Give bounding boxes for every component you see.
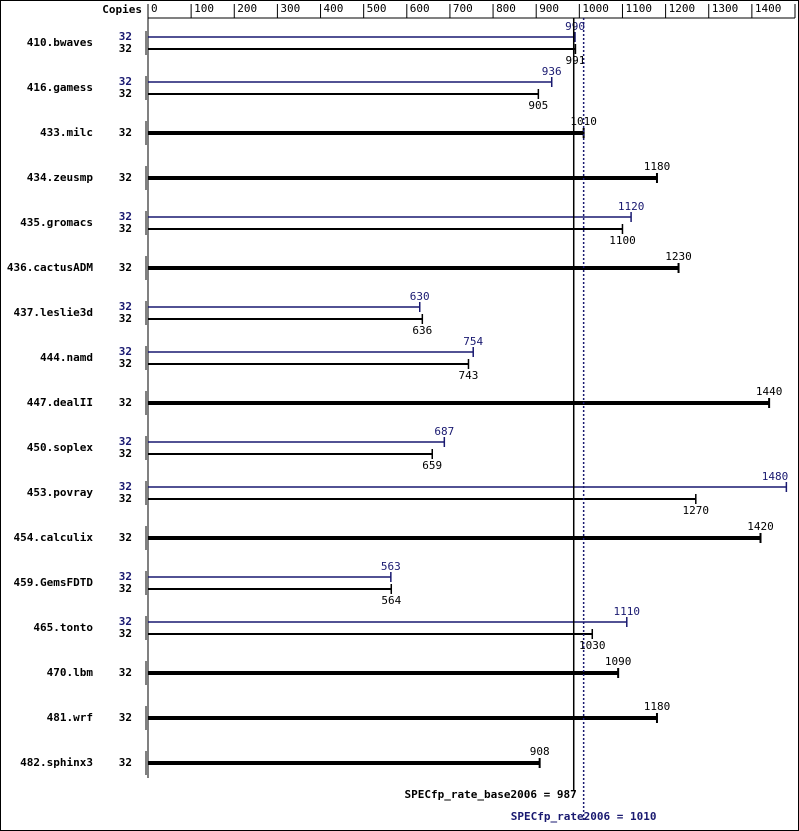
benchmark-name: 450.soplex — [27, 441, 94, 454]
benchmark-name: 444.namd — [40, 351, 93, 364]
x-tick-label: 500 — [367, 2, 387, 15]
copies-label: 32 — [119, 210, 132, 223]
x-tick-label: 1100 — [625, 2, 652, 15]
copies-label: 32 — [119, 126, 132, 139]
value-label: 990 — [565, 20, 585, 33]
x-tick-label: 0 — [151, 2, 158, 15]
x-tick-label: 600 — [410, 2, 430, 15]
x-tick-label: 800 — [496, 2, 516, 15]
copies-header: Copies — [102, 3, 142, 16]
value-label: 991 — [566, 54, 586, 67]
value-label: 1270 — [683, 504, 710, 517]
copies-label: 32 — [119, 171, 132, 184]
value-label: 1440 — [756, 385, 783, 398]
copies-label: 32 — [119, 357, 132, 370]
x-tick-label: 300 — [280, 2, 300, 15]
copies-label: 32 — [119, 711, 132, 724]
value-label: 754 — [463, 335, 483, 348]
value-label: 1030 — [579, 639, 606, 652]
benchmark-name: 482.sphinx3 — [20, 756, 93, 769]
copies-label: 32 — [119, 87, 132, 100]
copies-label: 32 — [119, 42, 132, 55]
benchmark-name: 436.cactusADM — [7, 261, 93, 274]
value-label: 1230 — [665, 250, 692, 263]
copies-label: 32 — [119, 531, 132, 544]
value-label: 1100 — [609, 234, 636, 247]
benchmark-name: 447.dealII — [27, 396, 93, 409]
copies-label: 32 — [119, 75, 132, 88]
benchmark-name: 433.milc — [40, 126, 93, 139]
reference-label: SPECfp_rate_base2006 = 987 — [405, 788, 577, 801]
copies-label: 32 — [119, 480, 132, 493]
value-label: 630 — [410, 290, 430, 303]
benchmark-name: 459.GemsFDTD — [14, 576, 94, 589]
copies-label: 32 — [119, 570, 132, 583]
x-tick-label: 900 — [539, 2, 559, 15]
benchmark-name: 470.lbm — [47, 666, 94, 679]
benchmark-name: 481.wrf — [47, 711, 93, 724]
value-label: 1120 — [618, 200, 645, 213]
copies-label: 32 — [119, 261, 132, 274]
value-label: 1010 — [570, 115, 597, 128]
value-label: 636 — [412, 324, 432, 337]
value-label: 1420 — [747, 520, 774, 533]
reference-label: SPECfp_rate2006 = 1010 — [511, 810, 657, 823]
benchmark-name: 454.calculix — [14, 531, 94, 544]
copies-label: 32 — [119, 447, 132, 460]
value-label: 564 — [381, 594, 401, 607]
value-label: 936 — [542, 65, 562, 78]
benchmark-name: 437.leslie3d — [14, 306, 93, 319]
benchmark-name: 434.zeusmp — [27, 171, 94, 184]
copies-label: 32 — [119, 222, 132, 235]
value-label: 1180 — [644, 700, 671, 713]
value-label: 659 — [422, 459, 442, 472]
benchmark-name: 465.tonto — [33, 621, 93, 634]
copies-label: 32 — [119, 582, 132, 595]
value-label: 1110 — [614, 605, 641, 618]
x-tick-label: 100 — [194, 2, 214, 15]
value-label: 563 — [381, 560, 401, 573]
value-label: 1090 — [605, 655, 632, 668]
copies-label: 32 — [119, 312, 132, 325]
value-label: 743 — [459, 369, 479, 382]
x-tick-label: 1200 — [669, 2, 696, 15]
benchmark-name: 416.gamess — [27, 81, 93, 94]
copies-label: 32 — [119, 627, 132, 640]
value-label: 1180 — [644, 160, 671, 173]
x-tick-label: 400 — [324, 2, 344, 15]
copies-label: 32 — [119, 345, 132, 358]
copies-label: 32 — [119, 615, 132, 628]
copies-label: 32 — [119, 492, 132, 505]
benchmark-name: 453.povray — [27, 486, 94, 499]
x-tick-label: 1300 — [712, 2, 739, 15]
copies-label: 32 — [119, 30, 132, 43]
value-label: 908 — [530, 745, 550, 758]
copies-label: 32 — [119, 300, 132, 313]
value-label: 905 — [528, 99, 548, 112]
value-label: 687 — [434, 425, 454, 438]
copies-label: 32 — [119, 435, 132, 448]
copies-label: 32 — [119, 396, 132, 409]
x-tick-label: 700 — [453, 2, 473, 15]
benchmark-name: 410.bwaves — [27, 36, 93, 49]
value-label: 1480 — [762, 470, 789, 483]
copies-label: 32 — [119, 666, 132, 679]
x-tick-label: 1000 — [582, 2, 609, 15]
x-tick-label: 200 — [237, 2, 257, 15]
x-tick-label: 1400 — [755, 2, 782, 15]
benchmark-name: 435.gromacs — [20, 216, 93, 229]
copies-label: 32 — [119, 756, 132, 769]
